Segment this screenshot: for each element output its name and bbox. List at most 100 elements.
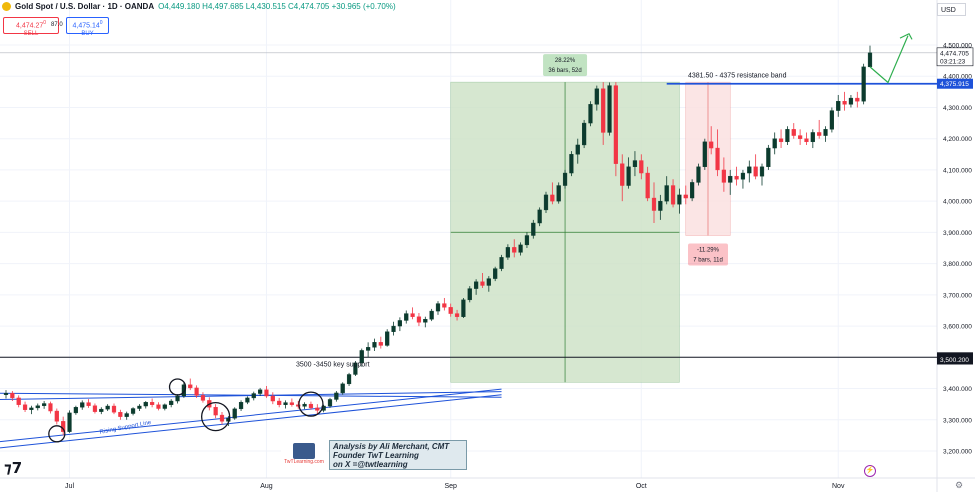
candle-body — [639, 160, 644, 174]
spread-value: 87.0 — [51, 22, 63, 28]
twt-logo-icon — [293, 443, 315, 459]
symbol-title: Gold Spot / U.S. Dollar · 1D · OANDA — [15, 2, 155, 11]
highlight-circle — [298, 391, 324, 417]
candle-body — [855, 97, 860, 102]
candle-body — [842, 101, 847, 105]
sell-button[interactable]: 4,474.270 SELL — [3, 17, 59, 37]
currency-selector[interactable]: USD — [937, 3, 966, 16]
candle-body — [658, 200, 663, 211]
highlight-circle — [200, 401, 231, 432]
candle-body — [620, 163, 625, 186]
ohlc-values: O4,449.180 H4,497.685 L4,430.515 C4,474.… — [158, 2, 396, 11]
candle-body — [810, 132, 815, 143]
candle-body — [778, 138, 784, 143]
lightning-icon[interactable]: ⚡ — [864, 465, 876, 477]
price-tick-label: 4,200.000 — [943, 136, 972, 143]
candle-body — [366, 347, 371, 351]
candle-body — [696, 166, 701, 183]
candle-body — [334, 392, 339, 400]
price-tick-label: 4,000.000 — [943, 199, 972, 206]
measure-up-box — [543, 54, 588, 77]
support-label: 3500 -3450 key support — [296, 361, 370, 368]
candle-body — [22, 404, 28, 410]
buy-price-sup: 0 — [99, 20, 103, 26]
credit-box: Analysis by Ali Merchant, CMT Founder Tw… — [329, 440, 467, 470]
buy-price: 4,475.14 — [72, 22, 100, 30]
candle-body — [715, 147, 720, 171]
price-tick-label: 3,800.000 — [943, 261, 972, 268]
candle-body — [836, 101, 841, 111]
candle-body — [92, 405, 98, 412]
candle-body — [531, 222, 536, 236]
price-tick-label: 4,300.000 — [943, 105, 972, 112]
candle-body — [10, 393, 15, 399]
price-tick-label: 4,100.000 — [943, 167, 972, 174]
candle-body — [798, 135, 803, 139]
resistance-label: 4381.50 - 4375 resistance band — [688, 73, 787, 80]
wedge-top-2 — [0, 392, 502, 398]
candle-body — [651, 197, 657, 211]
countdown-tag: 03:21:23 — [940, 58, 966, 65]
sell-label: SELL — [23, 31, 39, 38]
twt-logo: TwTLearning.com — [281, 443, 327, 470]
candle-body — [442, 303, 447, 308]
buy-label: BUY — [81, 31, 94, 38]
candle-body — [251, 393, 256, 399]
candle-body — [359, 350, 364, 364]
buy-button[interactable]: 4,475.140 BUY — [66, 17, 109, 37]
candle-body — [454, 313, 460, 317]
candle-body — [664, 185, 669, 202]
candle-body — [48, 403, 53, 412]
candle-body — [99, 408, 104, 412]
resistance-price-tag: 4,375.915 — [940, 81, 969, 88]
candle-body — [467, 288, 472, 301]
candle-body — [435, 303, 441, 312]
time-tick-label: Jul — [65, 483, 74, 490]
candle-body — [753, 166, 758, 177]
candle-body — [766, 147, 771, 168]
candle-body — [150, 402, 155, 405]
credit-line-1: Analysis by Ali Merchant, CMT — [333, 442, 450, 451]
candle-body — [302, 403, 307, 407]
candle-body — [759, 166, 765, 177]
candle-body — [296, 404, 301, 407]
candle-body — [213, 407, 218, 416]
time-tick-label: Oct — [636, 483, 647, 490]
candle-body — [372, 342, 377, 348]
candle-body — [118, 412, 123, 417]
measure-up-pct: 28.22% — [555, 58, 576, 64]
rising-support-line-1 — [0, 388, 502, 443]
candle-body — [588, 104, 593, 124]
candle-body — [817, 132, 822, 136]
candle-body — [594, 88, 599, 105]
gear-icon[interactable]: ⚙ — [955, 480, 964, 490]
candle-body — [493, 268, 498, 279]
candle-body — [575, 144, 580, 155]
candle-body — [397, 320, 402, 327]
candle-body — [162, 404, 167, 409]
candle-body — [156, 404, 161, 409]
measure-zones — [450, 81, 731, 383]
last-price-bg — [936, 47, 974, 67]
candle-body — [378, 342, 383, 346]
twt-logo-text: TwTLearning.com — [284, 459, 324, 465]
candle-body — [848, 97, 854, 105]
candle-body — [709, 141, 714, 149]
sell-price-sup: 0 — [43, 20, 47, 26]
price-axis: 3,200.0003,300.0003,400.0003,500.0003,60… — [936, 43, 974, 456]
candle-body — [277, 400, 282, 405]
candle-body — [550, 194, 555, 202]
candle-body — [245, 397, 250, 403]
candle-body — [626, 166, 631, 186]
candle-body — [728, 175, 733, 183]
candle-body — [480, 281, 485, 286]
candle-body — [308, 403, 314, 409]
candle-body — [423, 319, 428, 323]
candle-body — [702, 141, 707, 167]
candle-body — [524, 235, 530, 246]
candle-body — [474, 281, 479, 289]
candle-body — [315, 407, 320, 411]
candle-body — [137, 405, 142, 409]
rising-support-line-2 — [0, 394, 502, 449]
